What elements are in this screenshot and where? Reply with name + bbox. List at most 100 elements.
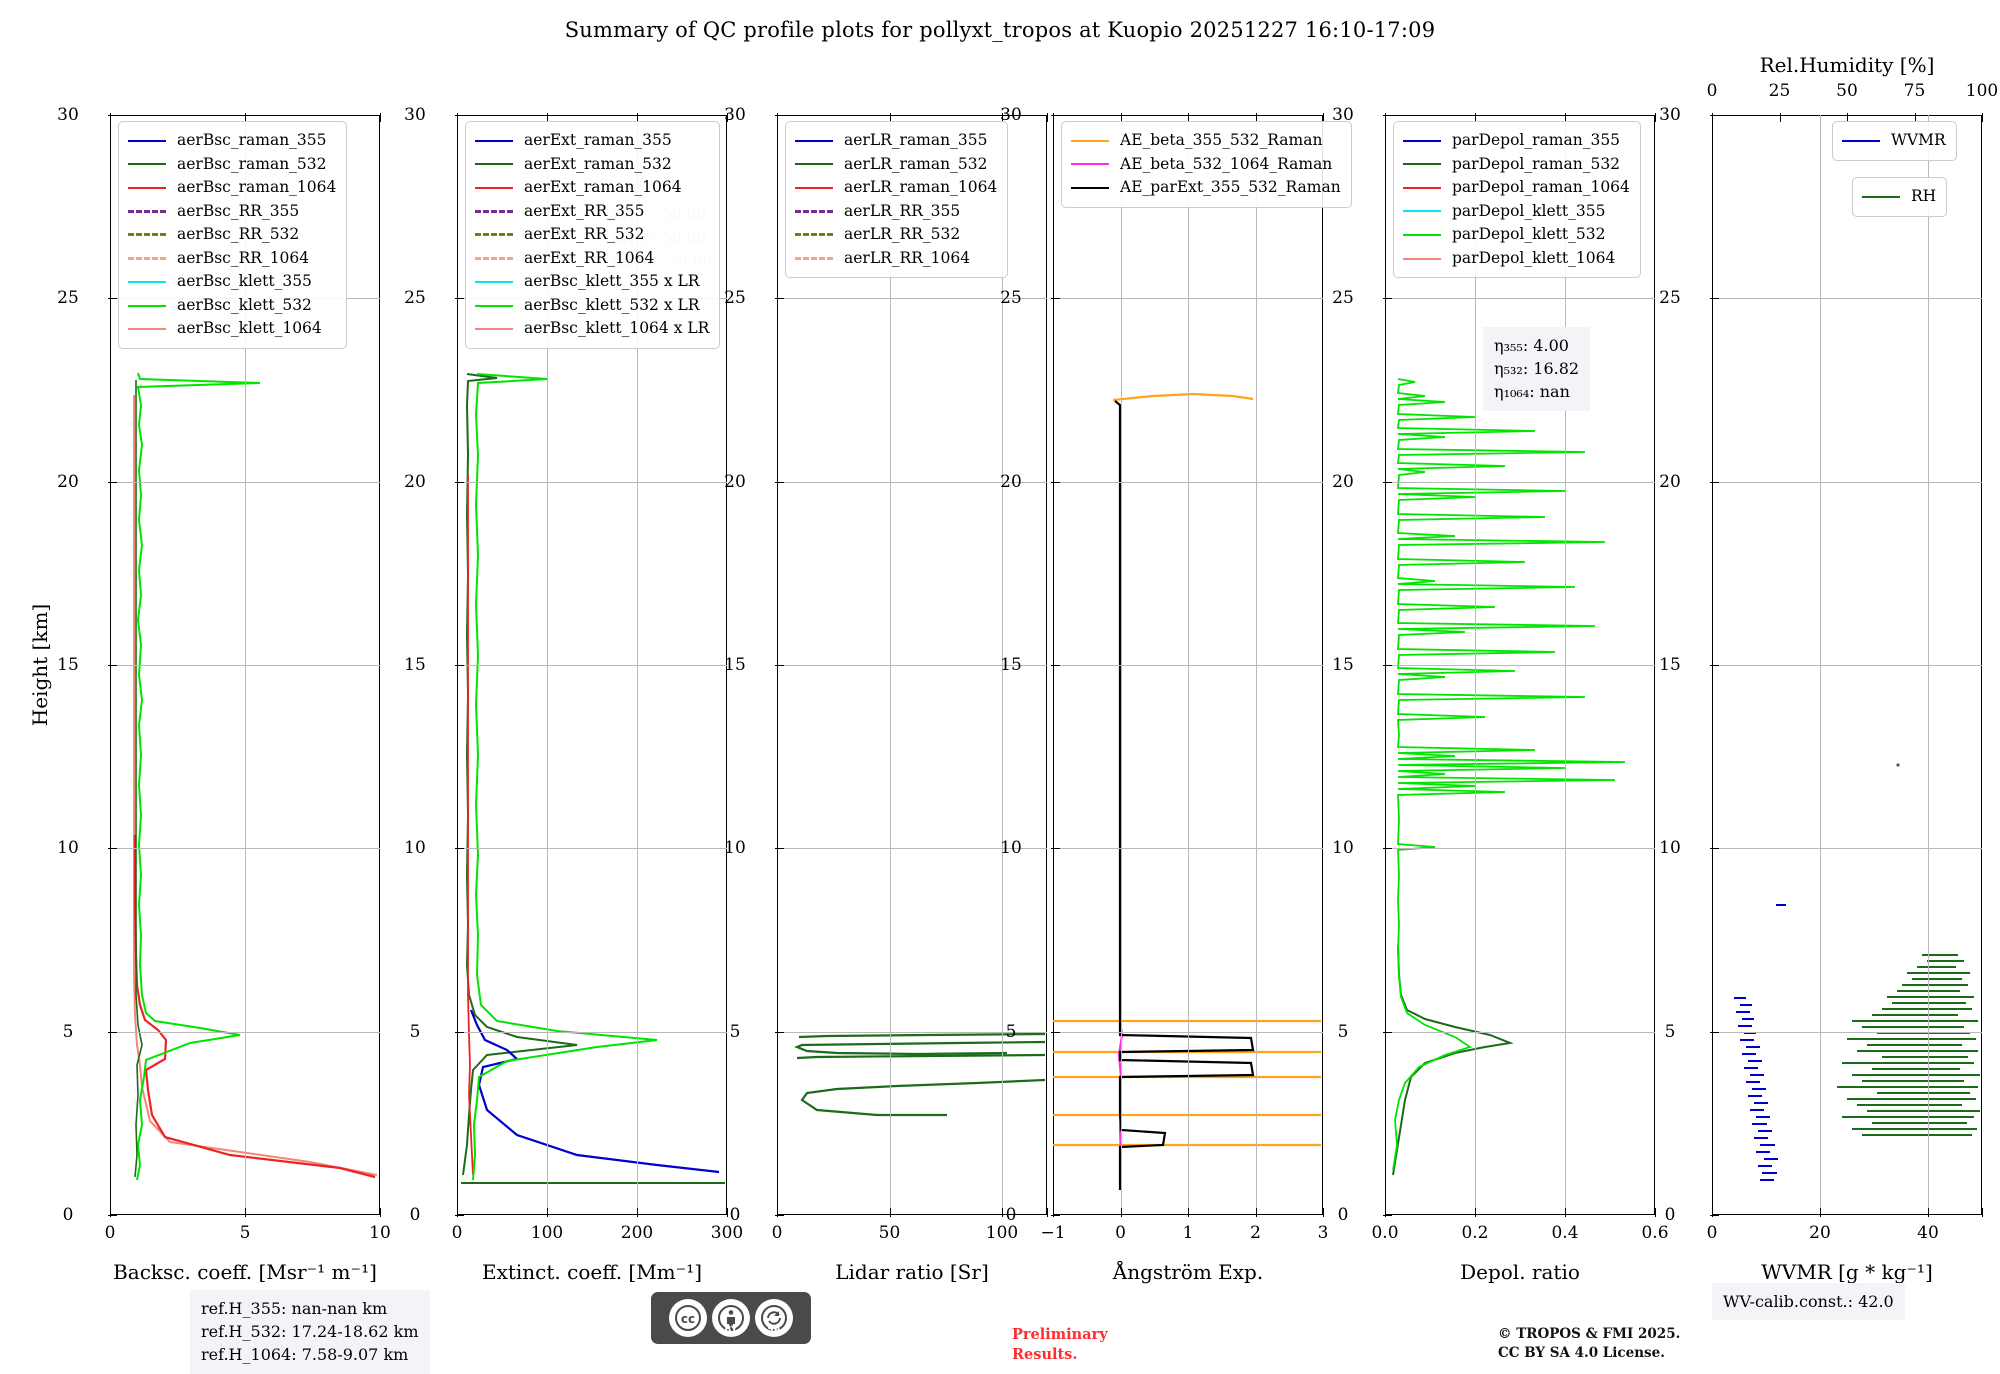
legend-line-swatch <box>475 328 513 331</box>
copyright-note: © TROPOS & FMI 2025. CC BY SA 4.0 License… <box>1498 1325 1680 1363</box>
legend-line-swatch <box>1403 163 1441 166</box>
text-line: η₅₃₂: 16.82 <box>1494 359 1580 379</box>
legend-line-swatch <box>475 233 513 237</box>
legend-label: aerBsc_klett_355 <box>177 272 312 291</box>
legend-line-swatch <box>1403 210 1441 213</box>
legend-item[interactable]: aerLR_raman_355 <box>795 129 997 153</box>
legend-line-swatch <box>1403 139 1441 142</box>
legend-item[interactable]: parDepol_klett_532 <box>1403 223 1630 247</box>
ytick-10: 10 <box>1000 838 1022 859</box>
legend-item[interactable]: aerExt_raman_1064 <box>475 176 709 200</box>
legend-line-swatch <box>475 163 513 166</box>
xtick-40: 40 <box>1917 1223 1939 1243</box>
legend-label: AE_parExt_355_532_Raman <box>1120 178 1341 197</box>
legend-line-swatch <box>795 163 833 166</box>
ytick-10: 10 <box>57 838 79 859</box>
legend-item[interactable]: aerBsc_klett_532 <box>128 294 336 318</box>
legend-item[interactable]: aerExt_RR_532 <box>475 223 709 247</box>
legend-depol-ratio[interactable]: parDepol_raman_355 parDepol_raman_532 parD… <box>1393 121 1641 279</box>
cc-by-icon <box>712 1299 750 1337</box>
legend-item[interactable]: parDepol_klett_1064 <box>1403 247 1630 271</box>
legend-item[interactable]: aerBsc_klett_532 x LR <box>475 294 709 318</box>
curves-backscatter <box>133 372 378 1181</box>
legend-item[interactable]: aerBsc_klett_1064 x LR <box>475 317 709 341</box>
legend-item[interactable]: aerLR_raman_1064 <box>795 176 997 200</box>
legend-item[interactable]: AE_parExt_355_532_Raman <box>1071 176 1341 200</box>
xtick-1: 1 <box>1182 1223 1194 1243</box>
legend-item[interactable]: aerLR_raman_532 <box>795 153 997 177</box>
legend-line-swatch <box>1842 139 1880 142</box>
legend-label: aerLR_RR_355 <box>844 201 961 220</box>
cc-license-badge[interactable]: cc BY SA <box>651 1292 811 1344</box>
legend-line-swatch <box>475 186 513 189</box>
legend-item[interactable]: aerLR_RR_355 <box>795 200 997 224</box>
legend-item[interactable]: aerBsc_klett_355 x LR <box>475 270 709 294</box>
legend-wvmr[interactable]: WVMR <box>1832 121 1957 161</box>
ytick-0: 0 <box>729 1205 741 1225</box>
legend-label: aerBsc_raman_1064 <box>177 178 337 197</box>
legend-rh[interactable]: RH <box>1852 177 1948 217</box>
legend-item[interactable]: aerExt_raman_532 <box>475 153 709 177</box>
top-xtick-0: 0 <box>1706 81 1718 101</box>
cc-icon: cc <box>669 1299 707 1337</box>
xtick-200: 200 <box>620 1223 654 1243</box>
ytick-15: 15 <box>57 655 79 675</box>
legend-item[interactable]: aerBsc_RR_1064 <box>128 247 336 271</box>
legend-item[interactable]: aerBsc_RR_355 <box>128 200 336 224</box>
legend-extinction[interactable]: aerExt_raman_355 aerExt_raman_532 aerExt_r… <box>465 121 721 349</box>
legend-label: parDepol_raman_1064 <box>1452 178 1630 197</box>
legend-label: aerBsc_klett_1064 <box>177 319 322 338</box>
legend-item[interactable]: aerBsc_klett_1064 <box>128 317 336 341</box>
panel-lidar-ratio: 0 50 100 0 5 10 15 20 25 30 Lidar ratio … <box>724 105 1048 1284</box>
legend-item[interactable]: aerLR_RR_532 <box>795 223 997 247</box>
legend-item[interactable]: aerExt_raman_355 <box>475 129 709 153</box>
legend-label: aerExt_raman_355 <box>524 131 672 149</box>
legend-item[interactable]: aerBsc_RR_532 <box>128 223 336 247</box>
legend-item[interactable]: parDepol_raman_1064 <box>1403 176 1630 200</box>
legend-item[interactable]: aerExt_RR_355 <box>475 200 709 224</box>
legend-backscatter[interactable]: aerBsc_raman_355 aerBsc_raman_532 aerBsc_r… <box>118 121 348 349</box>
legend-item[interactable]: aerExt_RR_1064 <box>475 247 709 271</box>
ytick-5: 5 <box>409 1021 421 1042</box>
ytick-15: 15 <box>404 655 426 675</box>
x-axis-title-extinction: Extinct. coeff. [Mm⁻¹] <box>481 1260 703 1284</box>
legend-item[interactable]: parDepol_raman_355 <box>1403 129 1630 153</box>
curves-lidar-ratio <box>794 1032 1046 1117</box>
text-line: Preliminary <box>1012 1326 1108 1343</box>
legend-label: aerBsc_RR_355 <box>177 201 300 220</box>
ytick-0: 0 <box>1005 1205 1017 1225</box>
ytick-25: 25 <box>1000 288 1022 309</box>
ytick-5: 5 <box>1005 1021 1017 1042</box>
legend-item[interactable]: aerBsc_raman_532 <box>128 153 336 177</box>
legend-item[interactable]: aerBsc_klett_355 <box>128 270 336 294</box>
legend-line-swatch <box>128 233 166 237</box>
text-line: Results. <box>1012 1345 1078 1363</box>
legend-label: aerExt_RR_532 <box>524 225 645 244</box>
legend-item[interactable]: aerLR_RR_1064 <box>795 247 997 271</box>
cc-sa-label: SA <box>767 1325 781 1335</box>
legend-line-swatch <box>475 139 513 142</box>
legend-item[interactable]: AE_beta_532_1064_Raman <box>1071 153 1341 177</box>
top-xtick-75: 75 <box>1903 81 1926 101</box>
legend-item[interactable]: aerBsc_raman_1064 <box>128 176 336 200</box>
legend-line-swatch <box>795 139 833 142</box>
ytick-5: 5 <box>1337 1021 1349 1042</box>
legend-item[interactable]: aerBsc_raman_355 <box>128 129 336 153</box>
legend-item[interactable]: parDepol_raman_532 <box>1403 153 1630 177</box>
legend-label: parDepol_klett_355 <box>1452 201 1606 220</box>
legend-label: RH <box>1911 187 1937 205</box>
legend-line-swatch <box>128 257 166 260</box>
legend-line-swatch <box>128 163 166 166</box>
legend-item[interactable]: parDepol_klett_355 <box>1403 200 1630 224</box>
xtick-0: 0 <box>771 1223 783 1243</box>
legend-item[interactable]: AE_beta_355_532_Raman <box>1071 129 1341 153</box>
legend-item[interactable]: WVMR <box>1842 129 1946 153</box>
legend-label: aerLR_RR_532 <box>844 225 961 244</box>
legend-angstrom[interactable]: AE_beta_355_532_Raman AE_beta_532_1064_Ra… <box>1061 121 1352 208</box>
legend-line-swatch <box>1403 186 1441 189</box>
panel-angstrom: −1 0 1 2 3 0 5 10 15 20 25 30 Ångström E… <box>1000 105 1352 1284</box>
legend-item[interactable]: RH <box>1862 185 1936 209</box>
panel-extinction: 0 100 200 300 0 5 10 15 20 25 30 Extinct… <box>404 105 743 1284</box>
xtick-0: 0 <box>1115 1223 1126 1243</box>
legend-lidar-ratio[interactable]: aerLR_raman_355 aerLR_raman_532 aerLR_rama… <box>785 121 1009 279</box>
